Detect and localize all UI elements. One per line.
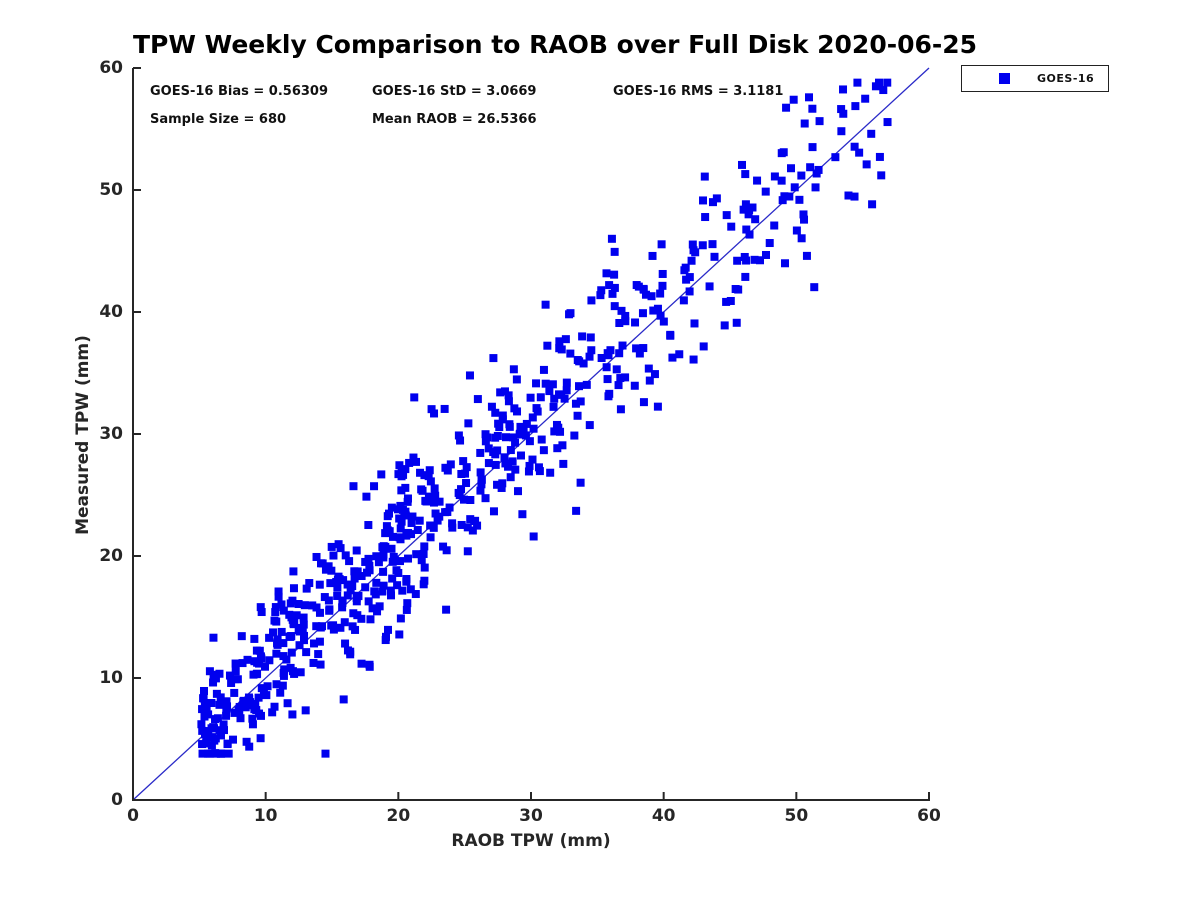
y-tick-label: 50 [99,180,123,200]
x-tick-label: 30 [519,806,543,826]
x-tick-label: 10 [253,806,278,826]
x-tick-label: 60 [917,806,941,826]
legend-square-marker-icon [999,73,1010,84]
x-axis-label: RAOB TPW (mm) [451,831,611,851]
chart-title: TPW Weekly Comparison to RAOB over Full … [133,30,978,59]
stat-rms-text: GOES-16 RMS = 3.1181 [613,84,784,99]
y-tick-label: 30 [99,424,123,444]
y-tick-label: 0 [111,790,123,810]
stat-std-text: GOES-16 StD = 3.0669 [372,84,537,99]
y-tick-label: 20 [99,546,123,566]
legend-entry-label: GOES-16 [1037,72,1095,85]
stat-mean-raob-text: Mean RAOB = 26.5366 [372,112,537,127]
y-tick-label: 10 [99,668,123,688]
x-tick-label: 20 [386,806,411,826]
stat-bias-text: GOES-16 Bias = 0.56309 [150,84,329,99]
stat-sample-size-text: Sample Size = 680 [150,112,287,127]
x-tick-label: 40 [651,806,676,826]
legend-box: GOES-16 [961,65,1109,92]
x-tick-label: 0 [127,806,139,826]
y-axis-label: Measured TPW (mm) [73,335,93,535]
y-tick-label: 40 [99,302,123,322]
y-tick-label: 60 [99,58,123,78]
x-tick-label: 50 [784,806,809,826]
